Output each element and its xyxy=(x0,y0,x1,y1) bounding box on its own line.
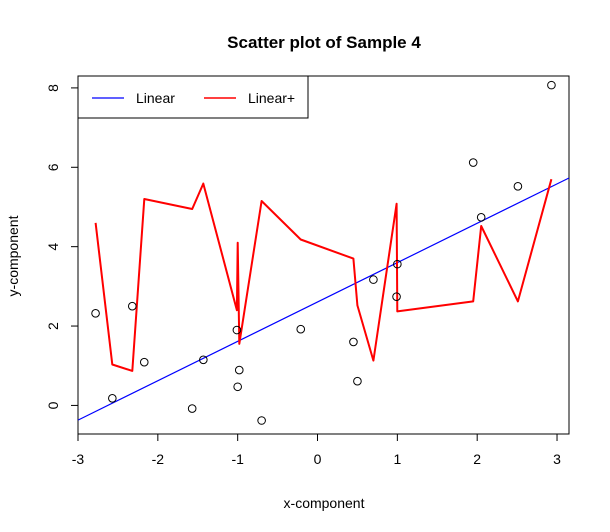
y-tick-label: 8 xyxy=(45,84,61,92)
x-axis: -3 -2 -1 0 1 2 3 xyxy=(72,434,561,467)
y-tick-label: 0 xyxy=(45,401,61,409)
data-point xyxy=(108,393,117,403)
series-linear-plus-line xyxy=(94,178,553,372)
y-tick-label: 4 xyxy=(45,243,61,251)
data-point xyxy=(513,182,523,191)
legend-box xyxy=(77,75,309,119)
data-point xyxy=(187,404,197,413)
y-axis: 0 2 4 6 8 xyxy=(45,84,78,409)
data-point xyxy=(369,275,378,284)
legend-label-linear-plus: Linear+ xyxy=(248,90,295,106)
x-tick-label: -3 xyxy=(72,451,85,467)
x-tick-label: 2 xyxy=(473,451,481,467)
chart-title: Scatter plot of Sample 4 xyxy=(227,33,421,52)
legend: Linear Linear+ xyxy=(77,75,309,119)
data-point xyxy=(199,355,208,365)
data-point xyxy=(139,357,149,367)
data-point xyxy=(393,259,402,269)
data-point xyxy=(232,325,242,335)
data-point xyxy=(296,324,306,334)
x-axis-label: x-component xyxy=(284,495,365,511)
x-tick-label: 1 xyxy=(393,451,401,467)
x-tick-label: 3 xyxy=(553,451,561,467)
data-point xyxy=(127,301,137,311)
data-point xyxy=(353,376,362,386)
plot-area xyxy=(78,80,569,425)
y-tick-label: 6 xyxy=(45,163,61,171)
y-axis-label: y-component xyxy=(5,215,21,296)
data-point xyxy=(257,416,266,425)
data-point xyxy=(468,158,478,167)
x-tick-label: 0 xyxy=(314,451,322,467)
data-point xyxy=(476,212,486,222)
series-linear-line xyxy=(78,177,569,421)
data-point xyxy=(91,309,100,318)
x-tick-label: -1 xyxy=(231,451,244,467)
legend-label-linear: Linear xyxy=(136,90,175,106)
data-point xyxy=(392,292,401,301)
x-tick-label: -2 xyxy=(152,451,165,467)
plot-frame xyxy=(77,75,570,435)
data-point xyxy=(547,80,556,90)
data-point xyxy=(349,337,358,347)
data-point xyxy=(233,382,242,392)
y-tick-label: 2 xyxy=(45,322,61,330)
data-point xyxy=(234,365,244,375)
